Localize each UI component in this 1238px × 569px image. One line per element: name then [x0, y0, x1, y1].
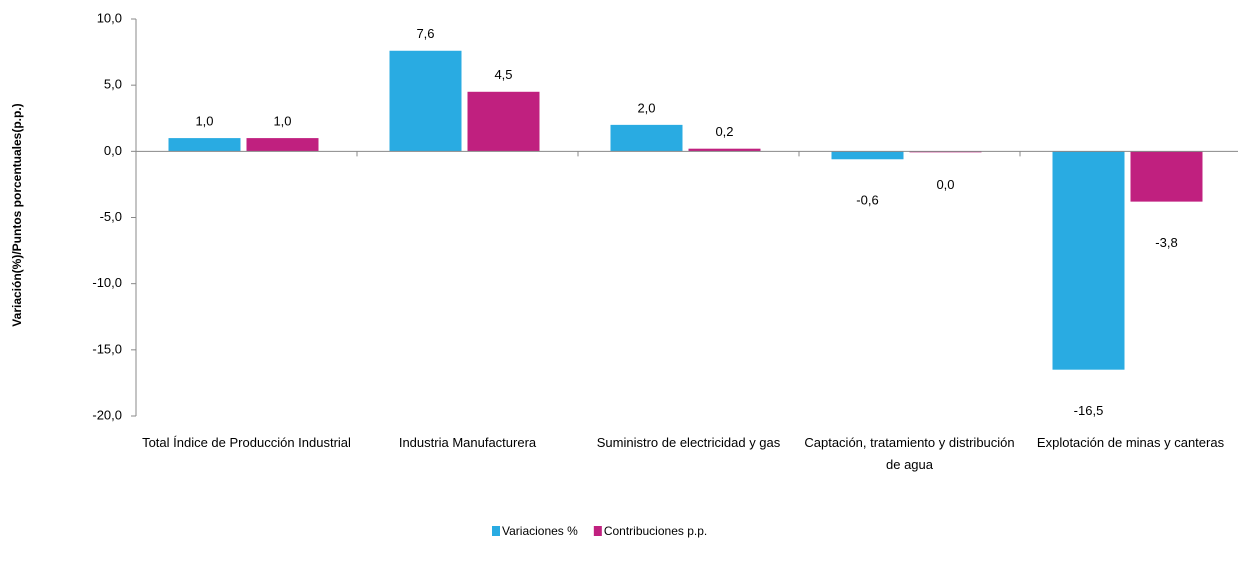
x-tick-label: Explotación de minas y canteras — [1036, 435, 1225, 450]
x-tick-label-box: Explotación de minas y canteras — [1036, 435, 1225, 450]
data-label: 0,0 — [936, 177, 954, 192]
bar — [389, 50, 462, 152]
legend-label: Variaciones % — [502, 524, 578, 538]
x-tick-label: Suministro de electricidad y gas — [596, 435, 781, 450]
data-label: -3,8 — [1155, 235, 1177, 250]
x-tick-label: Total Índice de Producción Industrial — [142, 435, 351, 450]
y-tick-label: -10,0 — [92, 275, 122, 290]
y-tick-label: -15,0 — [92, 341, 122, 356]
data-label: -0,6 — [856, 193, 878, 208]
legend-swatch — [492, 526, 500, 536]
legend-label: Contribuciones p.p. — [604, 524, 707, 538]
data-label: 1,0 — [195, 114, 213, 129]
x-tick-label-box: Total Índice de Producción Industrial — [142, 435, 351, 450]
data-label: 1,0 — [273, 114, 291, 129]
y-axis-label: Variación(%)/Puntos porcentuales(p.p.) — [10, 103, 24, 326]
x-tick-label-box: Industria Manufacturera — [398, 435, 537, 450]
x-tick-label: Industria Manufacturera — [398, 435, 537, 450]
y-tick-label: 5,0 — [104, 77, 122, 92]
legend: Variaciones % Contribuciones p.p. — [492, 524, 707, 538]
y-tick-label: 0,0 — [104, 143, 122, 158]
legend-swatch — [593, 526, 602, 536]
bar — [168, 138, 241, 152]
data-label: 0,2 — [715, 124, 733, 139]
data-label: 2,0 — [637, 100, 655, 115]
data-label: -16,5 — [1074, 403, 1104, 418]
bar — [831, 151, 904, 160]
data-label: 7,6 — [416, 26, 434, 41]
bar — [467, 91, 540, 152]
bar — [688, 148, 761, 152]
bar — [1130, 151, 1203, 202]
bar — [610, 124, 683, 152]
bar — [1052, 151, 1125, 370]
x-tick-label: Captación, tratamiento y distribución de… — [804, 435, 1015, 472]
x-tick-label-box: Suministro de electricidad y gas — [596, 435, 781, 450]
x-tick-label-box: Captación, tratamiento y distribución de… — [804, 435, 1015, 472]
y-tick-label: 10,0 — [97, 10, 122, 25]
data-label: 4,5 — [494, 67, 512, 82]
bar — [246, 138, 319, 152]
y-tick-label: -5,0 — [100, 209, 122, 224]
y-tick-label: -20,0 — [92, 407, 122, 422]
